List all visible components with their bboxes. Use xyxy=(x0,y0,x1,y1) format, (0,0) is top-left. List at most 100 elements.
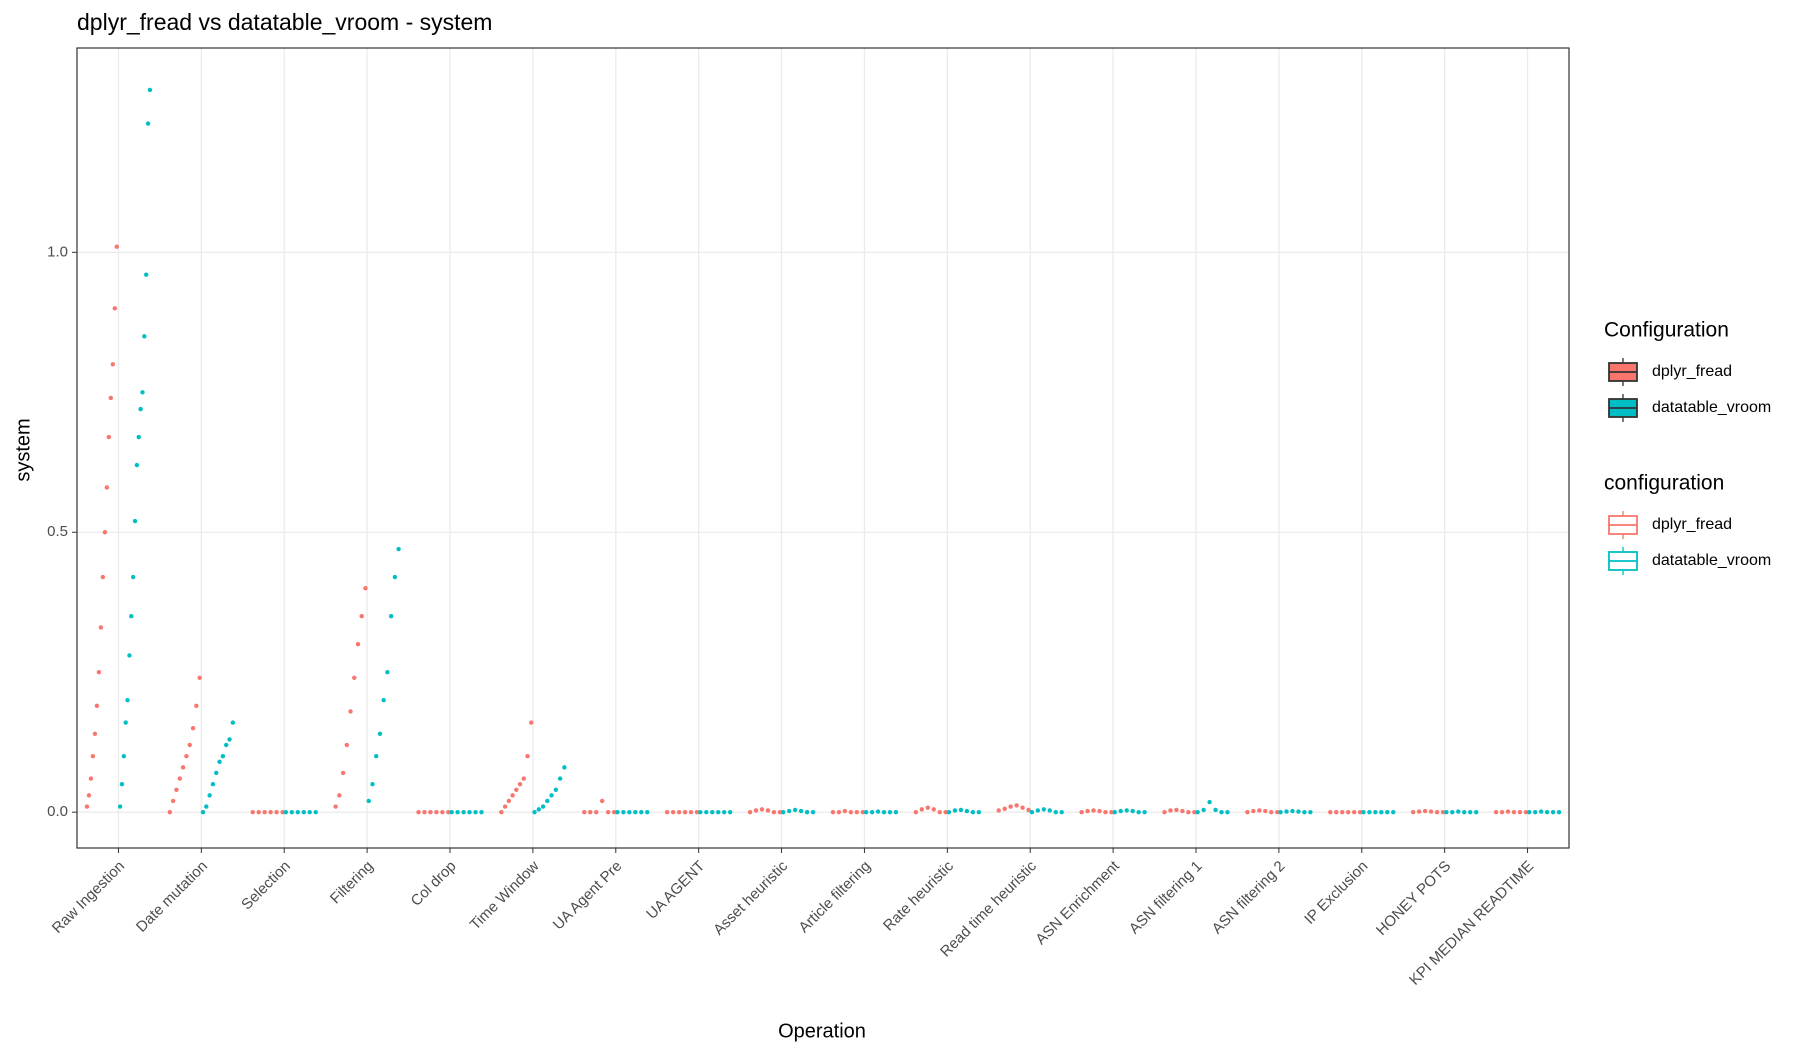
point xyxy=(765,808,771,813)
point xyxy=(1302,809,1307,815)
point xyxy=(1275,809,1280,815)
legend-entry: dplyr_fread xyxy=(1608,511,1732,539)
point xyxy=(810,809,816,815)
point xyxy=(104,485,110,490)
x-tick-label: ASN Enrichment xyxy=(1032,857,1123,948)
point xyxy=(434,809,439,815)
y-tick-label: 0.5 xyxy=(47,523,68,540)
point xyxy=(976,809,982,815)
point xyxy=(786,808,792,814)
point xyxy=(1450,809,1455,815)
point xyxy=(781,809,786,815)
point xyxy=(1059,809,1064,815)
point xyxy=(106,434,112,440)
point xyxy=(830,809,836,815)
x-tick-label: Filtering xyxy=(327,858,377,908)
point xyxy=(1014,803,1019,808)
point xyxy=(605,809,611,815)
point xyxy=(256,809,261,815)
point xyxy=(1245,809,1250,815)
point xyxy=(197,675,202,681)
point xyxy=(84,804,90,809)
point xyxy=(142,334,147,339)
point xyxy=(174,787,179,792)
point xyxy=(919,807,925,812)
point xyxy=(545,798,550,804)
point xyxy=(875,809,881,814)
point xyxy=(694,809,700,815)
point xyxy=(170,798,176,804)
point xyxy=(90,753,96,759)
x-tick-label: Col drop xyxy=(408,858,460,910)
point xyxy=(1328,809,1333,815)
point xyxy=(599,798,605,804)
point xyxy=(633,809,638,815)
point xyxy=(525,753,530,759)
legend-title: configuration xyxy=(1604,472,1724,495)
point xyxy=(355,642,361,647)
y-tick-label: 0.0 xyxy=(47,803,68,820)
point xyxy=(777,809,783,815)
point xyxy=(1041,807,1047,812)
point xyxy=(1416,809,1422,814)
point xyxy=(594,809,599,815)
point xyxy=(1527,809,1532,815)
point xyxy=(1499,809,1505,815)
x-tick-label: Selection xyxy=(238,858,294,914)
point xyxy=(280,809,285,815)
point xyxy=(517,781,523,787)
x-axis-title: Operation xyxy=(778,1020,866,1042)
point xyxy=(582,809,587,815)
point xyxy=(1136,809,1141,815)
point xyxy=(110,362,116,367)
point xyxy=(1523,809,1529,815)
point xyxy=(392,574,398,580)
x-tick-label: ASN filtering 2 xyxy=(1209,858,1289,938)
point xyxy=(134,462,140,468)
point xyxy=(416,809,421,815)
x-tick-label: Raw Ingestion xyxy=(49,858,128,937)
point xyxy=(514,787,519,792)
point xyxy=(446,809,451,815)
point xyxy=(1345,809,1351,815)
point xyxy=(92,731,98,736)
point xyxy=(1174,807,1179,813)
point xyxy=(207,793,212,798)
point xyxy=(473,809,478,815)
point xyxy=(127,653,132,658)
point xyxy=(144,272,149,277)
point xyxy=(1467,809,1473,815)
point xyxy=(250,809,255,815)
point xyxy=(1201,807,1206,813)
point xyxy=(1308,809,1313,815)
point xyxy=(1334,809,1339,815)
point xyxy=(1142,809,1147,815)
point xyxy=(94,703,100,709)
point xyxy=(449,809,454,815)
point xyxy=(937,809,942,815)
point xyxy=(194,703,199,709)
point xyxy=(698,809,703,815)
point xyxy=(295,809,301,815)
point xyxy=(190,725,196,731)
x-tick-label: Asset heuristic xyxy=(710,857,791,938)
point xyxy=(627,809,632,815)
x-tick-label: Rate heuristic xyxy=(880,857,957,934)
point xyxy=(340,770,346,776)
x-tick-label: UA AGENT xyxy=(643,858,708,923)
point xyxy=(1124,808,1129,813)
x-tick-label: Time Window xyxy=(467,857,543,933)
point xyxy=(344,742,350,748)
point xyxy=(1422,808,1428,814)
point xyxy=(224,742,229,748)
point xyxy=(1385,809,1390,815)
point xyxy=(112,306,117,311)
legend-label: dplyr_fread xyxy=(1652,363,1732,380)
point xyxy=(1357,809,1363,815)
point xyxy=(1278,809,1283,815)
point xyxy=(307,809,312,815)
point xyxy=(289,809,295,815)
point xyxy=(1493,809,1499,815)
point xyxy=(1002,806,1007,812)
point xyxy=(996,808,1001,813)
